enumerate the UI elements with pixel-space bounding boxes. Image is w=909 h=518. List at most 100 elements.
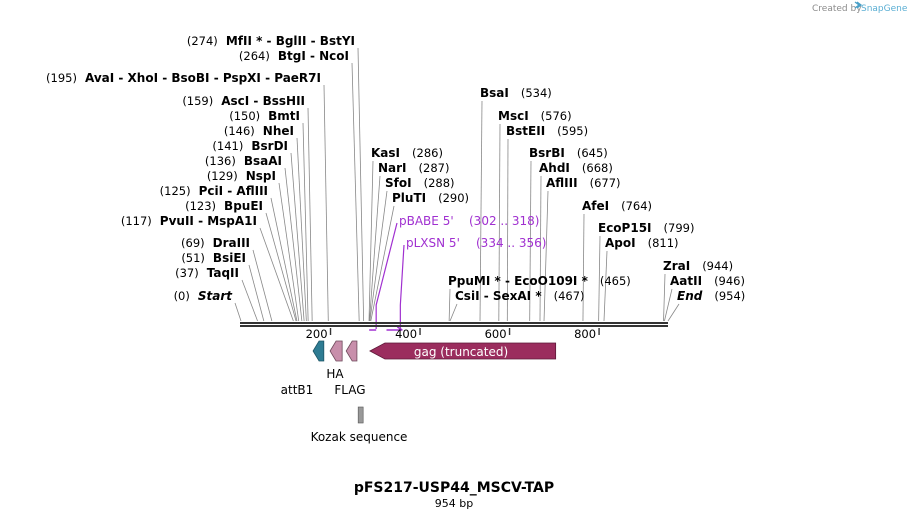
enzymes-left: (274) MfII * - BglII - BstYI(264) BtgI - N… xyxy=(46,34,355,303)
enzyme-label: (69) DraIII xyxy=(181,236,250,250)
enzyme-line xyxy=(323,84,329,322)
enzyme-label: (195) AvaI - XhoI - BsoBI - PspXI - PaeR7… xyxy=(46,71,321,85)
enzymes-right: BsaI (534) MscI (576)BstEII (595) KasI (286)Na… xyxy=(371,86,745,303)
enzyme-label: KasI (286) xyxy=(371,146,443,160)
gag-feature-label: gag (truncated) xyxy=(414,345,508,359)
features: gag (truncated) attB1 HA FLAG Kozak sequ… xyxy=(281,340,557,444)
enzyme-label: AhdI (668) xyxy=(539,161,613,175)
enzyme-label: NarI (287) xyxy=(378,161,449,175)
enzyme-label: (129) NspI xyxy=(207,169,276,183)
primer-pbabe-range: (302 .. 318) xyxy=(469,214,539,228)
enzyme-label: End (954) xyxy=(677,289,745,303)
enzyme-label: BsrBI (645) xyxy=(529,146,608,160)
enzyme-line xyxy=(265,212,297,322)
ha-feature-label: HA xyxy=(326,367,344,381)
plasmid-name: pFS217-USP44_MSCV-TAP xyxy=(354,480,554,496)
enzyme-label: (136) BsaAI xyxy=(205,154,282,168)
enzyme-line xyxy=(369,190,388,322)
enzyme-line xyxy=(307,107,313,322)
enzyme-label: BsaI (534) xyxy=(480,86,552,100)
tick-label: 800 xyxy=(574,327,596,341)
backbone xyxy=(240,322,668,327)
primers: pBABE 5' (302 .. 318) pLXSN 5' (334 .. 3… xyxy=(369,214,546,331)
enzyme-label: CsiI - SexAI * (467) xyxy=(455,289,585,303)
enzyme-line xyxy=(290,152,305,322)
enzyme-line xyxy=(302,122,309,322)
enzyme-label: (264) BtgI - NcoI xyxy=(239,49,349,63)
enzyme-label: AflIII (677) xyxy=(546,176,621,190)
enzyme-line xyxy=(259,227,294,322)
enzyme-label: AfeI (764) xyxy=(582,199,652,213)
enzyme-line xyxy=(479,100,483,322)
enzyme-line xyxy=(296,137,307,322)
enzyme-label: ZraI (944) xyxy=(663,259,733,273)
enzyme-label: (146) NheI xyxy=(224,124,294,138)
enzyme-label: MscI (576) xyxy=(498,109,572,123)
enzyme-line xyxy=(603,250,608,322)
primer-plxsn-path xyxy=(399,244,405,329)
enzyme-line xyxy=(498,123,501,322)
flag-feature-arrow xyxy=(345,340,358,362)
enzyme-line xyxy=(278,182,300,322)
kozak-feature-label: Kozak sequence xyxy=(311,430,408,444)
enzyme-line xyxy=(543,190,549,322)
ticks: 200 400 600 800 xyxy=(306,327,600,341)
enzyme-line xyxy=(357,47,365,322)
enzyme-label: (117) PvuII - MspA1I xyxy=(121,214,257,228)
enzyme-line xyxy=(351,62,360,322)
enzyme-label: (274) MfII * - BglII - BstYI xyxy=(187,34,355,48)
enzyme-label: EcoP15I (799) xyxy=(598,221,694,235)
enzyme-line xyxy=(248,264,265,322)
enzyme-line xyxy=(664,288,673,322)
primer-plxsn-name: pLXSN 5' xyxy=(406,236,460,250)
backbone-strand-top xyxy=(240,322,668,324)
tick-label: 400 xyxy=(395,327,417,341)
primer-pbabe-path xyxy=(375,222,398,329)
enzyme-line xyxy=(252,249,273,322)
kozak-feature-box xyxy=(357,406,364,424)
enzyme-line xyxy=(368,160,374,322)
enzyme-label: (0) Start xyxy=(174,289,234,303)
enzyme-line xyxy=(663,273,666,322)
primer-plxsn-range: (334 .. 356) xyxy=(476,236,546,250)
enzyme-line xyxy=(241,279,258,322)
tick-label: 200 xyxy=(306,327,328,341)
enzyme-line xyxy=(667,303,680,322)
enzyme-label: (37) TaqII xyxy=(175,266,239,280)
enzyme-label: PluTI (290) xyxy=(392,191,469,205)
plasmid-length: 954 bp xyxy=(435,497,473,510)
enzyme-line xyxy=(598,235,601,322)
attb1-feature-arrow xyxy=(312,340,325,362)
enzyme-label: (123) BpuEI xyxy=(185,199,263,213)
enzyme-label: (51) BsiEI xyxy=(181,251,246,265)
enzyme-label: AatII (946) xyxy=(670,274,745,288)
enzyme-label: PpuMI * - EcoO109I * (465) xyxy=(448,274,631,288)
enzyme-label: (159) AscI - BssHII xyxy=(182,94,305,108)
enzyme-lines xyxy=(234,47,680,322)
enzyme-label: (125) PciI - AflIII xyxy=(160,184,268,198)
enzyme-line xyxy=(284,167,303,322)
credit-prefix: Created by xyxy=(812,4,862,14)
gag-feature-arrow xyxy=(369,342,557,360)
enzyme-label: (150) BmtI xyxy=(229,109,300,123)
enzyme-label: (141) BsrDI xyxy=(212,139,288,153)
snapgene-logo-icon xyxy=(854,1,863,9)
enzyme-line xyxy=(529,160,532,322)
enzyme-line xyxy=(234,302,242,322)
backbone-strand-bottom xyxy=(240,325,668,327)
enzyme-line xyxy=(506,138,509,322)
enzyme-label: SfoI (288) xyxy=(385,176,455,190)
flag-feature-label: FLAG xyxy=(334,383,365,397)
attb1-feature-label: attB1 xyxy=(281,383,314,397)
primer-arrow xyxy=(369,326,403,331)
enzyme-line xyxy=(449,303,458,322)
tick-label: 600 xyxy=(485,327,507,341)
enzyme-label: ApoI (811) xyxy=(605,236,679,250)
enzyme-line xyxy=(370,205,395,322)
enzyme-label: BstEII (595) xyxy=(506,124,588,138)
enzyme-line xyxy=(270,197,298,322)
enzyme-line xyxy=(582,213,585,322)
primer-pbabe-name: pBABE 5' xyxy=(399,214,454,228)
enzyme-line xyxy=(539,175,542,322)
